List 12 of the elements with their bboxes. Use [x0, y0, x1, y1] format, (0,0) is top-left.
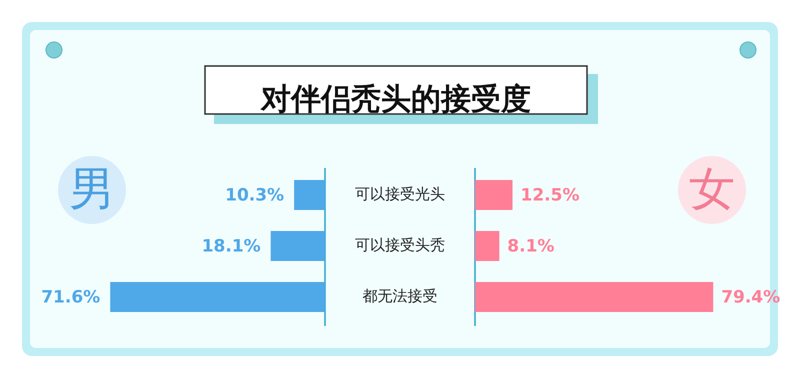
data-label: 10.3%	[225, 186, 284, 206]
series-label: 男	[69, 162, 115, 216]
data-label: 18.1%	[202, 236, 261, 257]
data-label: 8.1%	[507, 236, 554, 257]
data-label: 71.6%	[41, 288, 100, 308]
data-label: 12.5%	[520, 186, 580, 206]
y-tick-label: 可以接受光头	[355, 185, 445, 204]
text: 对伴侣秃头的接受度	[260, 82, 531, 118]
y-tick-label: 都无法接受	[362, 287, 438, 306]
data-label: 79.4%	[721, 288, 780, 308]
series-label: 女	[689, 162, 735, 216]
y-tick-label: 可以接受头秃	[355, 236, 445, 254]
